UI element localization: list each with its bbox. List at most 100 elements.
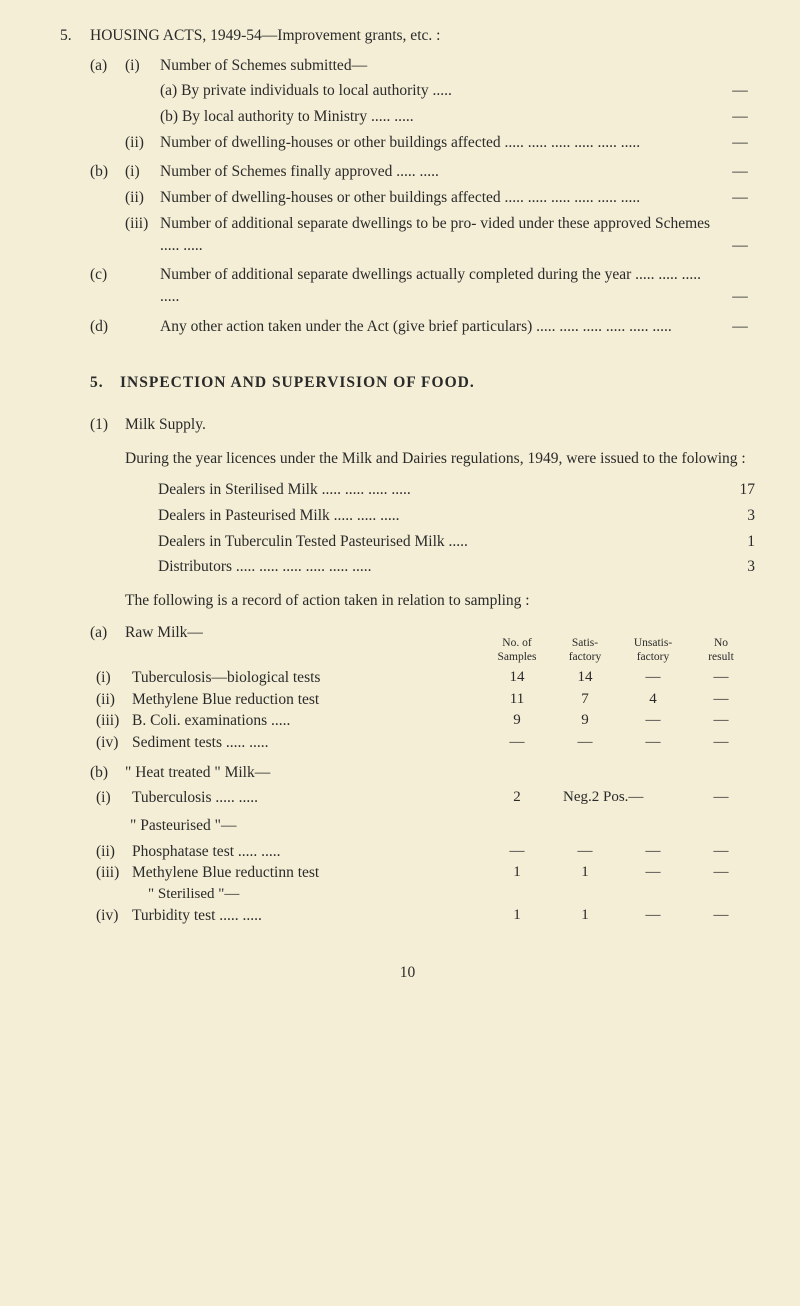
row-label: (iii) [90,710,132,732]
col-header: Satis-factory [551,637,619,666]
col-header: Noresult [687,637,755,666]
section-title: HOUSING ACTS, 1949-54—Improvement grants… [90,25,755,47]
cell: 1 [551,905,619,926]
milk-value: 3 [705,556,755,578]
row-text: Phosphatase test ..... ..... [132,841,483,863]
row-label: (iii) [90,862,132,884]
label-a: (a) [90,622,125,644]
cell: — [619,905,687,926]
item-text: Number of additional separate dwellings … [160,264,725,307]
row-text: Turbidity test ..... ..... [132,905,483,927]
cell: — [687,710,755,731]
cell: — [551,732,619,753]
label-i: (i) [125,55,160,77]
cell: 14 [551,667,619,688]
row-label: (iv) [90,732,132,754]
cell: — [483,841,551,862]
label-b: (b) [90,762,125,784]
heat-treated-label: " Heat treated " Milk— [125,762,270,784]
cell: — [687,667,755,688]
label-b: (b) [90,161,125,183]
row-label: (i) [90,667,132,689]
cell: Neg.2 Pos.— [551,787,687,808]
label-ii: (ii) [125,187,160,209]
milk-value: 3 [705,505,755,527]
page-number: 10 [60,962,755,984]
dash: — [725,235,755,257]
cell: — [687,787,755,808]
dash: — [725,132,755,154]
label-d: (d) [90,316,125,338]
milk-value: 17 [705,479,755,501]
item-text: Number of Schemes submitted— [160,55,725,77]
item-text: Any other action taken under the Act (gi… [160,316,725,338]
cell: — [619,841,687,862]
cell: 2 [483,787,551,808]
milk-item: Dealers in Sterilised Milk ..... ..... .… [158,479,705,501]
cell: 1 [483,905,551,926]
col-header: No. ofSamples [483,637,551,666]
row-text: Sediment tests ..... ..... [132,732,483,754]
cell: — [551,841,619,862]
row-label: (ii) [90,689,132,711]
cell: 4 [619,689,687,710]
sampling-paragraph: The following is a record of action take… [90,590,755,612]
row-text: Methylene Blue reduction test [132,689,483,711]
item-text: Number of dwelling-houses or other build… [160,187,725,209]
cell: — [483,732,551,753]
cell: 9 [551,710,619,731]
col-header: Unsatis-factory [619,637,687,666]
heading-number: 5. [90,372,120,394]
cell: 11 [483,689,551,710]
item-text: Number of Schemes finally approved .....… [160,161,725,183]
milk-item: Dealers in Pasteurised Milk ..... ..... … [158,505,705,527]
milk-paragraph: During the year licences under the Milk … [90,448,755,470]
dash: — [725,187,755,209]
row-text: Tuberculosis—biological tests [132,667,483,689]
item-text: Number of dwelling-houses or other build… [160,132,725,154]
milk-supply-label: Milk Supply. [125,414,206,436]
cell: 14 [483,667,551,688]
cell: — [619,667,687,688]
row-text: B. Coli. examinations ..... [132,710,483,732]
cell: — [687,862,755,883]
sterilised-label: " Sterilised "— [90,884,755,905]
cell: — [619,732,687,753]
label-iii: (iii) [125,213,160,235]
cell: — [687,841,755,862]
cell: — [687,689,755,710]
dash: — [725,161,755,183]
section-number: 5. [60,25,90,47]
milk-value: 1 [705,531,755,553]
cell: 7 [551,689,619,710]
cell: — [687,905,755,926]
dash: — [725,286,755,308]
dash: — [725,106,755,128]
cell: — [687,732,755,753]
label-a: (a) [90,55,125,77]
inspection-heading: 5. INSPECTION AND SUPERVISION OF FOOD. [90,372,755,394]
label-ii: (ii) [125,132,160,154]
row-label: (ii) [90,841,132,863]
subitem-text: (b) By local authority to Ministry .....… [160,106,725,128]
milk-item: Dealers in Tuberculin Tested Pasteurised… [158,531,705,553]
raw-milk-label: Raw Milk— [125,622,203,644]
label-1: (1) [90,414,125,436]
row-label: (i) [90,787,132,809]
cell: — [619,862,687,883]
label-i: (i) [125,161,160,183]
label-c: (c) [90,264,125,286]
cell: 1 [483,862,551,883]
row-text: Tuberculosis ..... ..... [132,787,483,809]
housing-acts-heading: 5. HOUSING ACTS, 1949-54—Improvement gra… [60,25,755,47]
dash: — [725,80,755,102]
milk-item: Distributors ..... ..... ..... ..... ...… [158,556,705,578]
dash: — [725,316,755,338]
pasteurised-label: " Pasteurised "— [130,815,237,837]
cell: — [619,710,687,731]
subitem-text: (a) By private individuals to local auth… [160,80,725,102]
row-text: Methylene Blue reductinn test [132,862,483,884]
cell: 1 [551,862,619,883]
row-label: (iv) [90,905,132,927]
cell: 9 [483,710,551,731]
